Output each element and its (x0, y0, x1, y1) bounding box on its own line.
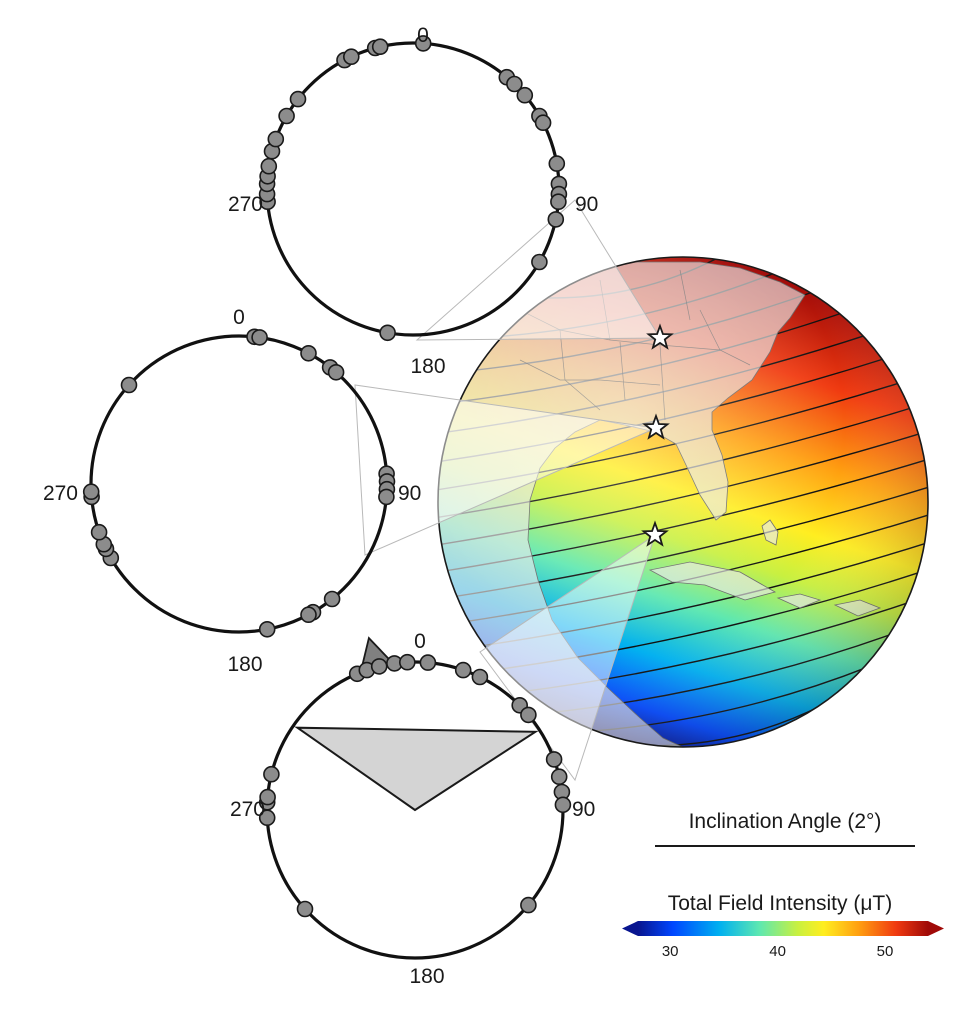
data-point (371, 38, 389, 56)
data-point (520, 706, 537, 724)
data-point (520, 896, 537, 914)
data-point (300, 344, 317, 362)
site-markers (641, 323, 674, 547)
data-point (323, 590, 341, 608)
data-point (534, 114, 552, 131)
rose-diagram-1: 0 90 180 270 (228, 24, 598, 378)
rose-diagram-3: 0 90 180 270 (230, 630, 595, 988)
data-point (548, 155, 566, 172)
data-point (300, 606, 317, 624)
rose-diagrams: 0 90 180 270 0 90 180 270 0 90 180 270 (43, 24, 598, 988)
rose-label-north: 0 (414, 630, 426, 653)
rose-label-south: 180 (227, 653, 262, 676)
rose-label-west: 270 (228, 193, 263, 216)
rose-label-east: 90 (575, 193, 598, 216)
rose-diagram-2: 0 90 180 270 (43, 306, 421, 676)
data-point (379, 324, 396, 342)
colorbar-tick-label: 50 (877, 943, 894, 960)
data-point (278, 107, 295, 125)
data-point (267, 130, 285, 148)
data-point (550, 193, 567, 210)
colorbar-gradient (638, 921, 928, 936)
data-point (471, 668, 489, 686)
data-point (531, 253, 548, 271)
colorbar-tick-label: 30 (662, 943, 679, 960)
data-point (554, 796, 572, 814)
legend: Inclination Angle (2°) Total Field Inten… (622, 810, 944, 960)
site-star-site-south (641, 520, 669, 547)
data-point (454, 661, 472, 679)
data-point (263, 765, 280, 783)
colorbar-low-arrow (622, 921, 638, 936)
data-point (506, 75, 523, 93)
rose-label-west: 270 (43, 482, 78, 505)
data-point (545, 751, 563, 768)
data-point (419, 654, 437, 671)
data-point (120, 376, 138, 394)
data-point (90, 523, 108, 541)
colorbar-high-arrow (928, 921, 944, 936)
colorbar: 30 40 50 (622, 921, 944, 960)
rose-label-north: 0 (417, 24, 429, 47)
data-point (342, 48, 360, 66)
colorbar-title: Total Field Intensity (μT) (668, 892, 893, 915)
wedge-middle (354, 384, 658, 556)
isoline-legend-label: Inclination Angle (2°) (689, 810, 882, 833)
data-point (550, 768, 568, 786)
site-star-site-middle (642, 413, 670, 440)
data-point (259, 788, 276, 806)
data-point (251, 329, 268, 346)
data-point (258, 620, 276, 638)
data-point (289, 90, 307, 108)
colorbar-tick-label: 40 (769, 943, 786, 960)
data-point (516, 86, 534, 104)
data-point (327, 363, 345, 381)
rose-label-east: 90 (572, 798, 595, 821)
site-star-site-north (646, 323, 674, 350)
rose-label-west: 270 (230, 798, 265, 821)
data-point (296, 900, 314, 918)
data-point (378, 488, 395, 506)
data-point (370, 658, 388, 675)
data-point (260, 157, 278, 175)
data-point (82, 483, 100, 501)
data-point (547, 211, 565, 228)
rose-label-south: 180 (409, 965, 444, 988)
rose-label-east: 90 (398, 482, 421, 505)
rose-label-north: 0 (233, 306, 245, 329)
data-point (414, 35, 432, 52)
data-point (398, 653, 416, 671)
rose-label-south: 180 (410, 355, 445, 378)
mean-direction-sector (294, 726, 539, 812)
